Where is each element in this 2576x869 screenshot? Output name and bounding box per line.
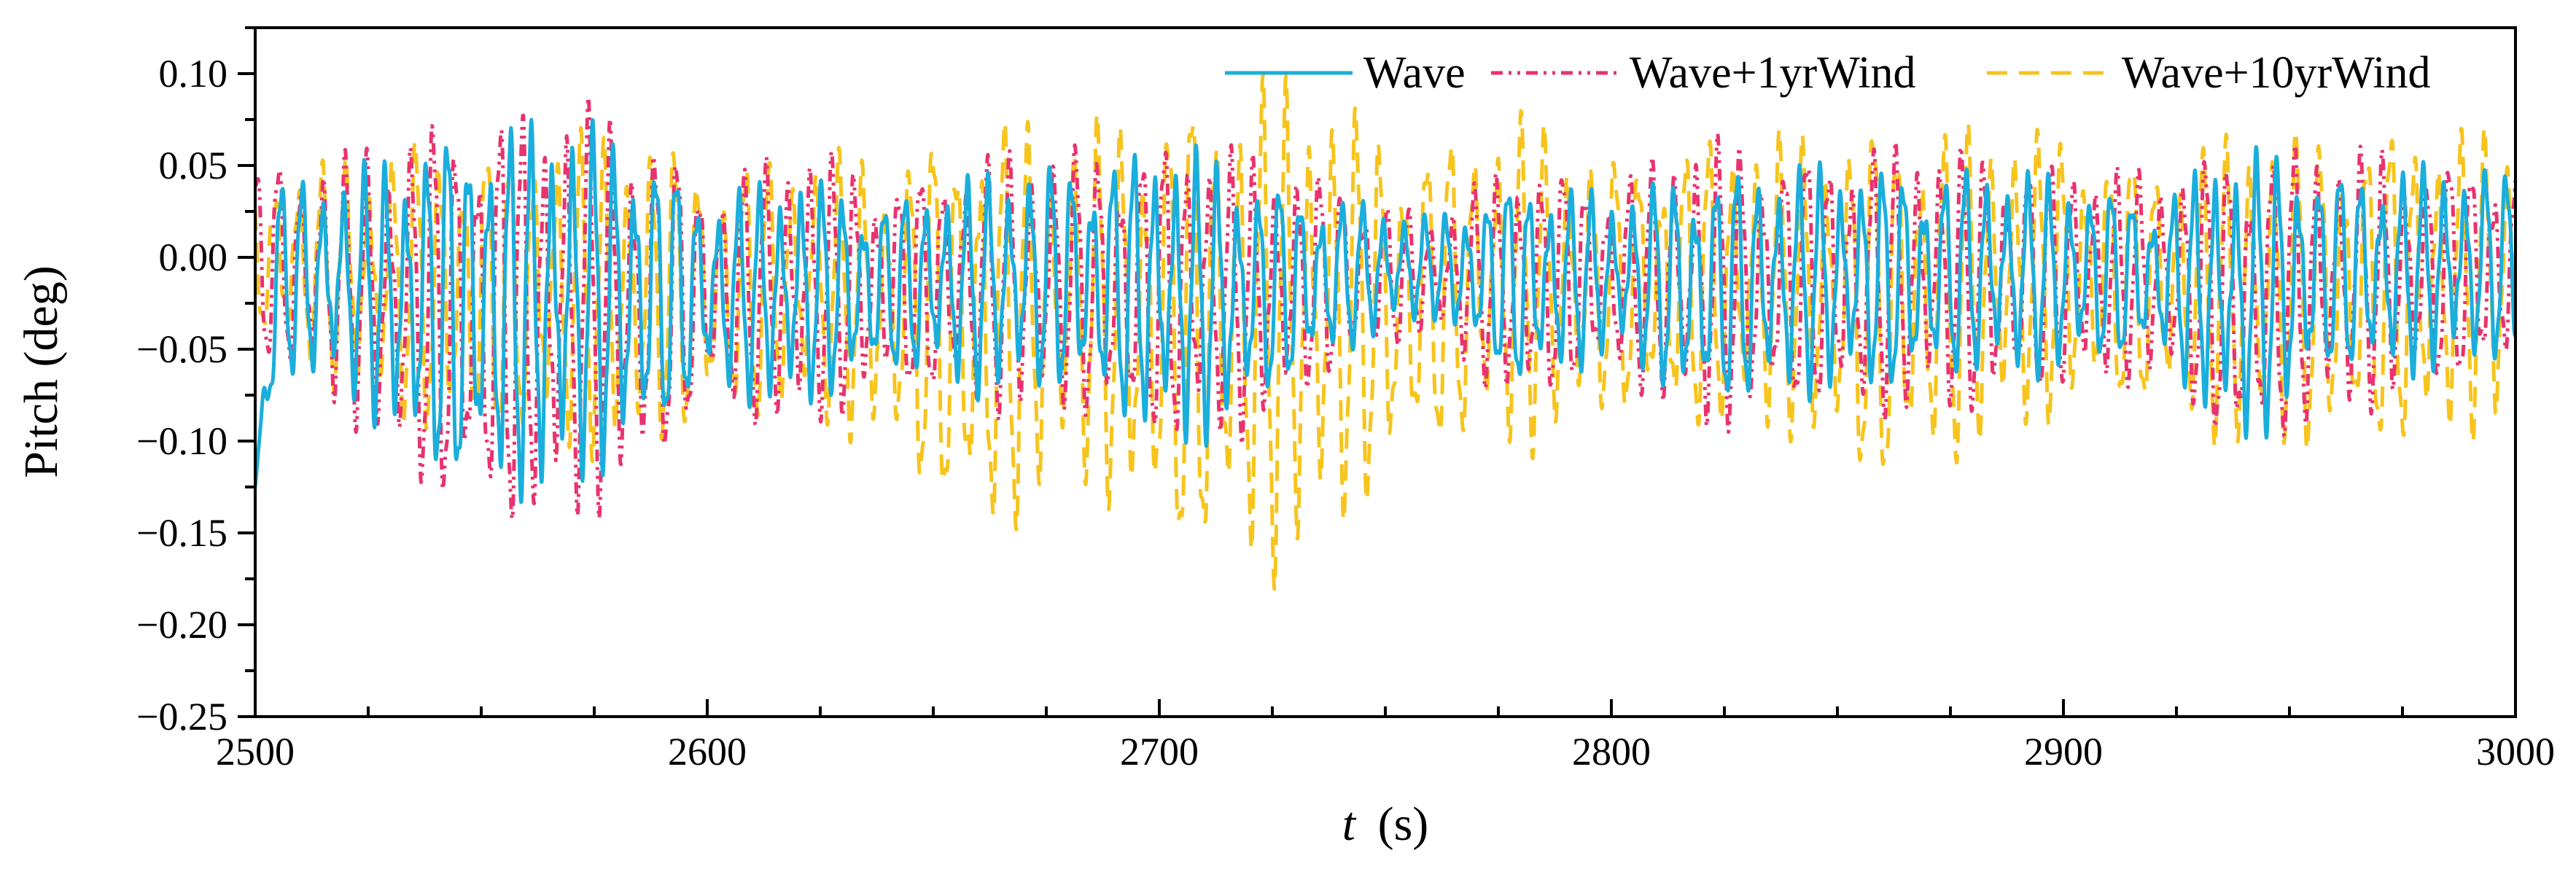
y-tick-label: 0.05 xyxy=(159,144,228,187)
y-tick-label: −0.20 xyxy=(136,603,227,647)
x-tick-label: 2700 xyxy=(1120,730,1199,773)
y-tick-label: −0.10 xyxy=(136,419,227,463)
y-tick-label: −0.05 xyxy=(136,327,227,371)
legend-label: Wave+1yrWind xyxy=(1630,48,1915,98)
legend-label: Wave+10yrWind xyxy=(2122,48,2430,98)
series-line-wave xyxy=(255,117,2515,504)
legend-label: Wave xyxy=(1363,48,1466,98)
y-axis-ticks: −0.25 −0.20 −0.15 −0.10 −0.05 0.00 0.05 0.10 xyxy=(136,26,255,739)
series-line-wave-10yrwind xyxy=(255,71,2515,591)
x-tick-label: 2800 xyxy=(1572,730,1651,773)
x-axis-unit: (s) xyxy=(1378,798,1429,851)
legend: Wave Wave+1yrWind Wave+10yrWind xyxy=(1225,48,2430,98)
x-tick-label: 2600 xyxy=(668,730,747,773)
x-tick-label: 2900 xyxy=(2024,730,2103,773)
series-layer xyxy=(255,71,2515,591)
y-tick-label: 0.00 xyxy=(159,235,228,279)
y-tick-label: −0.15 xyxy=(136,511,227,555)
x-axis-variable: t xyxy=(1342,798,1357,851)
x-axis-title: t (s) xyxy=(1342,798,1429,851)
x-axis-ticks: 2500 2600 2700 2800 2900 3000 xyxy=(216,699,2555,773)
y-tick-label: −0.25 xyxy=(136,695,227,739)
y-axis-title: Pitch (deg) xyxy=(15,265,68,478)
x-tick-label: 2500 xyxy=(216,730,295,773)
plot-area xyxy=(255,71,2515,591)
y-tick-label: 0.10 xyxy=(159,52,228,96)
x-tick-label: 3000 xyxy=(2476,730,2555,773)
